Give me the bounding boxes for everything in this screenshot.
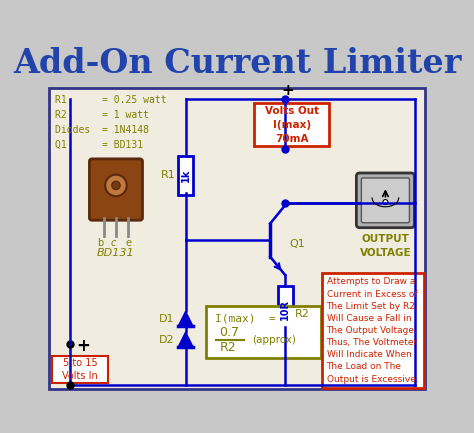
Text: 5 to 15
Volts In: 5 to 15 Volts In bbox=[63, 358, 98, 381]
Text: I(max)  =: I(max) = bbox=[215, 314, 275, 324]
Text: Add-On Current Limiter: Add-On Current Limiter bbox=[13, 47, 461, 80]
Text: R1      = 0.25 watt
R2      = 1 watt
Diodes  = 1N4148
Q1      = BD131: R1 = 0.25 watt R2 = 1 watt Diodes = 1N41… bbox=[55, 95, 167, 149]
Bar bbox=[52, 356, 109, 383]
Text: (approx): (approx) bbox=[252, 336, 296, 346]
Text: 1k: 1k bbox=[181, 169, 191, 182]
Text: 10R: 10R bbox=[280, 299, 290, 320]
Text: Attempts to Draw a
Current in Excess of
The Limit Set by R2,
Will Cause a Fall i: Attempts to Draw a Current in Excess of … bbox=[327, 278, 418, 384]
Circle shape bbox=[105, 174, 127, 196]
Text: 0.7: 0.7 bbox=[219, 326, 239, 339]
Bar bbox=[255, 103, 329, 146]
Text: R2: R2 bbox=[219, 341, 236, 354]
Text: D1: D1 bbox=[159, 314, 175, 324]
Bar bbox=[322, 273, 424, 388]
FancyBboxPatch shape bbox=[361, 178, 410, 223]
FancyBboxPatch shape bbox=[90, 159, 143, 220]
Circle shape bbox=[383, 200, 388, 204]
Bar bbox=[206, 307, 321, 358]
Polygon shape bbox=[178, 332, 193, 347]
Text: Q1: Q1 bbox=[289, 239, 305, 249]
Text: D2: D2 bbox=[159, 335, 175, 345]
Text: R2: R2 bbox=[295, 309, 310, 319]
Bar bbox=[178, 155, 193, 195]
Text: OUTPUT
VOLTAGE: OUTPUT VOLTAGE bbox=[360, 234, 411, 258]
Text: b: b bbox=[97, 238, 103, 248]
Text: R1: R1 bbox=[161, 171, 176, 181]
Text: +: + bbox=[281, 84, 294, 98]
Text: BD131: BD131 bbox=[97, 248, 135, 258]
Bar bbox=[278, 286, 292, 334]
Text: e: e bbox=[126, 238, 131, 248]
Text: +: + bbox=[76, 337, 90, 355]
Text: Volts Out
I(max)
70mA: Volts Out I(max) 70mA bbox=[264, 106, 319, 144]
FancyBboxPatch shape bbox=[356, 173, 414, 228]
Text: c: c bbox=[111, 238, 116, 248]
Bar bbox=[49, 88, 425, 389]
Circle shape bbox=[112, 181, 120, 190]
Polygon shape bbox=[178, 311, 193, 326]
